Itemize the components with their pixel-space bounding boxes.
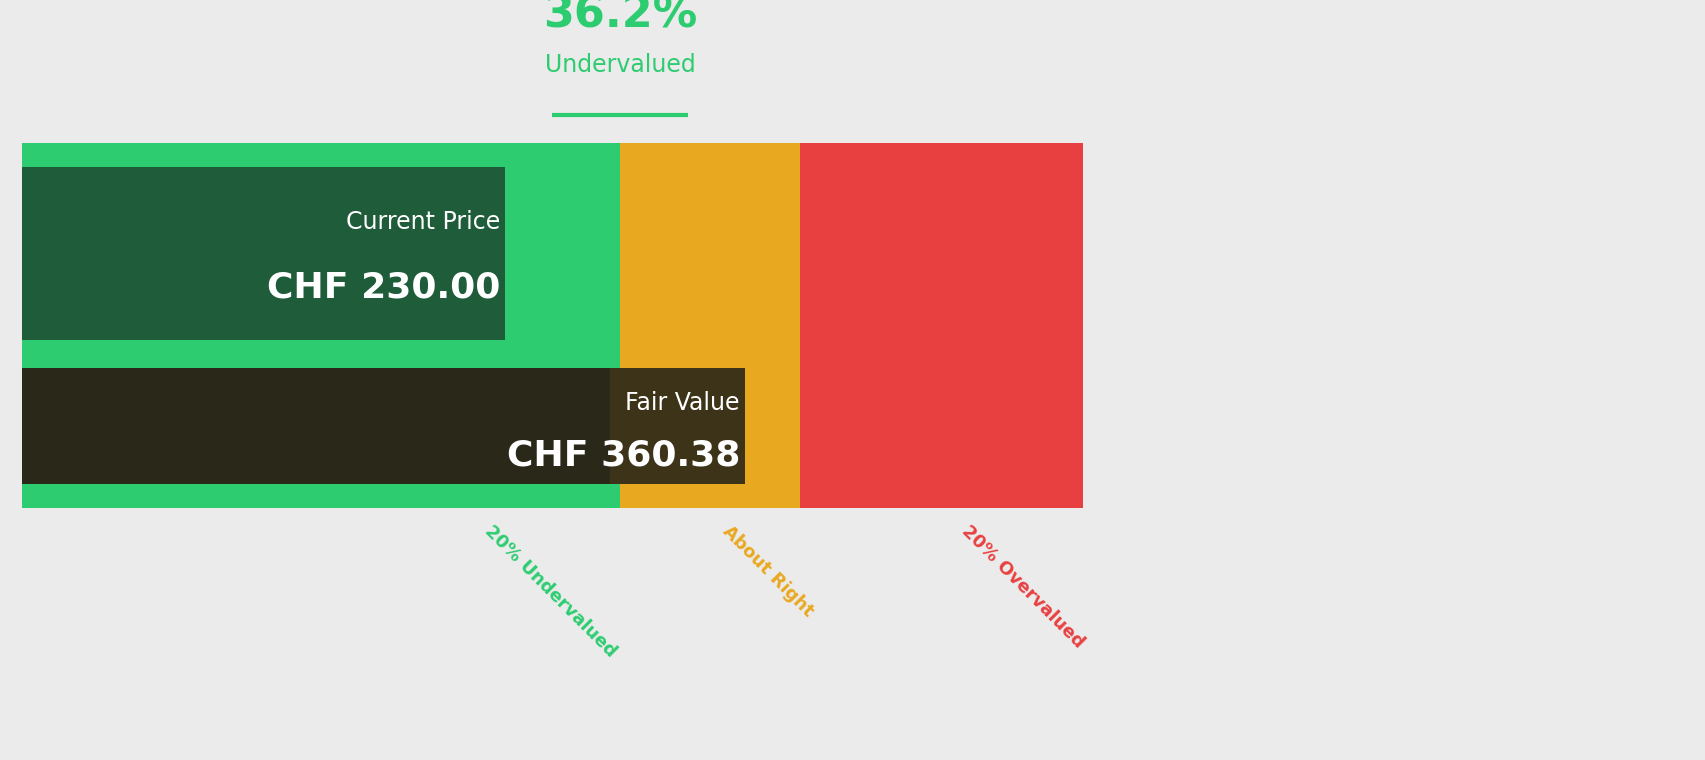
Text: 36.2%: 36.2% bbox=[542, 0, 697, 37]
Bar bbox=[22, 166, 505, 340]
Bar bbox=[800, 144, 1083, 508]
Text: CHF 360.38: CHF 360.38 bbox=[506, 439, 740, 472]
Bar bbox=[619, 144, 800, 508]
Text: 20% Overvalued: 20% Overvalued bbox=[958, 522, 1088, 651]
Text: About Right: About Right bbox=[718, 522, 817, 620]
Text: Current Price: Current Price bbox=[346, 210, 500, 234]
Text: CHF 230.00: CHF 230.00 bbox=[266, 271, 500, 305]
Bar bbox=[610, 368, 745, 484]
Bar bbox=[22, 144, 619, 508]
Text: 20% Undervalued: 20% Undervalued bbox=[481, 522, 619, 660]
Text: Fair Value: Fair Value bbox=[626, 391, 740, 415]
Bar bbox=[22, 368, 610, 484]
Text: Undervalued: Undervalued bbox=[544, 53, 696, 78]
